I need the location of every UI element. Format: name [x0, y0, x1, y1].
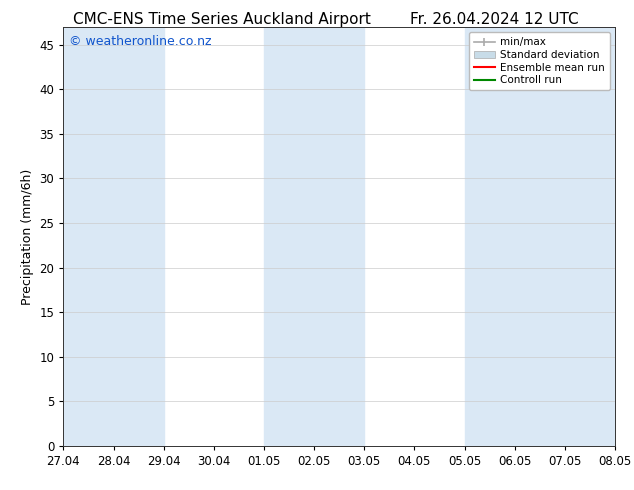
- Text: © weatheronline.co.nz: © weatheronline.co.nz: [69, 35, 211, 49]
- Text: Fr. 26.04.2024 12 UTC: Fr. 26.04.2024 12 UTC: [410, 12, 579, 27]
- Bar: [63, 27, 113, 446]
- Bar: [113, 27, 164, 446]
- Text: CMC-ENS Time Series Auckland Airport: CMC-ENS Time Series Auckland Airport: [73, 12, 371, 27]
- Bar: [264, 27, 314, 446]
- Bar: [465, 27, 615, 446]
- Bar: [314, 27, 365, 446]
- Legend: min/max, Standard deviation, Ensemble mean run, Controll run: min/max, Standard deviation, Ensemble me…: [469, 32, 610, 90]
- Y-axis label: Precipitation (mm/6h): Precipitation (mm/6h): [21, 168, 34, 305]
